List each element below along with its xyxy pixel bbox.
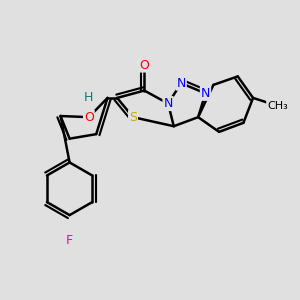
Text: S: S [129, 111, 137, 124]
Text: O: O [140, 58, 149, 72]
Text: CH₃: CH₃ [267, 101, 288, 111]
Text: F: F [66, 234, 73, 247]
Text: N: N [164, 97, 173, 110]
Text: N: N [176, 77, 186, 90]
Text: O: O [84, 111, 94, 124]
Text: N: N [201, 87, 210, 100]
Text: H: H [84, 92, 94, 104]
